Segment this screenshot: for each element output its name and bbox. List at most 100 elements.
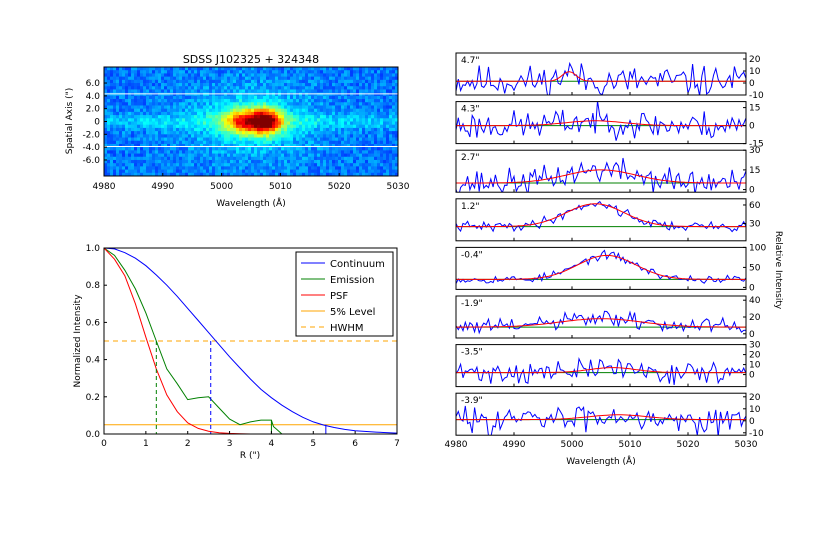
heatmap-cell bbox=[236, 159, 240, 164]
heatmap-cell bbox=[392, 150, 396, 154]
heatmap-cell bbox=[149, 92, 153, 97]
heatmap-cell bbox=[122, 121, 126, 126]
heatmap-cell bbox=[368, 108, 372, 113]
heatmap-cell bbox=[161, 147, 165, 151]
heatmap-cell bbox=[104, 172, 108, 177]
heatmap-cell bbox=[329, 131, 333, 135]
heatmap-cell bbox=[137, 127, 141, 132]
heatmap-cell bbox=[356, 92, 360, 97]
heatmap-cell bbox=[245, 76, 249, 81]
heatmap-cell bbox=[350, 121, 354, 126]
heatmap-cell bbox=[182, 95, 186, 100]
heatmap-cell bbox=[224, 150, 228, 154]
heatmap-cell bbox=[350, 140, 354, 145]
heatmap-cell bbox=[140, 147, 144, 151]
heatmap-cell bbox=[182, 127, 186, 132]
heatmap-cell bbox=[131, 169, 135, 174]
heatmap-cell bbox=[191, 134, 195, 138]
heatmap-cell bbox=[116, 121, 120, 126]
heatmap-cell bbox=[212, 105, 216, 110]
heatmap-cell bbox=[359, 163, 363, 167]
heatmap-cell bbox=[359, 121, 363, 126]
heatmap-cell bbox=[197, 79, 201, 84]
heatmap-cell bbox=[359, 73, 363, 78]
spectrum-ytick-label: 0 bbox=[749, 371, 755, 381]
heatmap-cell bbox=[233, 115, 237, 119]
heatmap-cell bbox=[263, 159, 267, 164]
heatmap-cell bbox=[272, 131, 276, 135]
heatmap-cell bbox=[191, 131, 195, 135]
heatmap-cell bbox=[170, 131, 174, 135]
heatmap-cell bbox=[311, 143, 315, 148]
heatmap-cell bbox=[335, 79, 339, 84]
heatmap-cell bbox=[230, 108, 234, 113]
heatmap-cell bbox=[146, 172, 150, 177]
heatmap-cell bbox=[359, 137, 363, 142]
heatmap-cell bbox=[191, 73, 195, 78]
heatmap-cell bbox=[272, 86, 276, 90]
heatmap-cell bbox=[299, 105, 303, 110]
heatmap-cell bbox=[344, 131, 348, 135]
heatmap-cell bbox=[125, 108, 129, 113]
heatmap-cell bbox=[296, 118, 300, 122]
heatmap-ytick-label: -2.0 bbox=[82, 130, 100, 140]
heatmap-cell bbox=[371, 172, 375, 177]
spectrum-data-line bbox=[456, 356, 746, 385]
heatmap-cell bbox=[320, 124, 324, 129]
heatmap-cell bbox=[137, 163, 141, 167]
heatmap-cell bbox=[209, 169, 213, 174]
heatmap-cell bbox=[230, 124, 234, 129]
heatmap-cell bbox=[308, 92, 312, 97]
heatmap-cell bbox=[170, 169, 174, 174]
heatmap-cell bbox=[299, 166, 303, 170]
heatmap-cell bbox=[290, 99, 294, 103]
heatmap-cell bbox=[305, 118, 309, 122]
heatmap-cell bbox=[311, 163, 315, 167]
heatmap-cell bbox=[113, 105, 117, 110]
heatmap-cell bbox=[170, 102, 174, 106]
heatmap-cell bbox=[329, 99, 333, 103]
heatmap-cell bbox=[158, 147, 162, 151]
heatmap-cell bbox=[323, 127, 327, 132]
heatmap-cell bbox=[257, 76, 261, 81]
heatmap-cell bbox=[167, 89, 171, 94]
heatmap-cell bbox=[131, 102, 135, 106]
heatmap-cell bbox=[251, 73, 255, 78]
heatmap-cell bbox=[212, 111, 216, 116]
heatmap-cell bbox=[128, 79, 132, 84]
spectrum-plot-area bbox=[456, 150, 746, 193]
heatmap-cell bbox=[161, 86, 165, 90]
heatmap-cell bbox=[383, 73, 387, 78]
heatmap-cell bbox=[182, 150, 186, 154]
heatmap-cell bbox=[149, 115, 153, 119]
heatmap-cell bbox=[329, 121, 333, 126]
heatmap-cell bbox=[362, 95, 366, 100]
heatmap-cell bbox=[137, 76, 141, 81]
heatmap-cell bbox=[131, 131, 135, 135]
heatmap-cell bbox=[218, 172, 222, 177]
heatmap-cell bbox=[323, 172, 327, 177]
heatmap-cell bbox=[308, 83, 312, 87]
heatmap-cell bbox=[113, 70, 117, 74]
heatmap-cell bbox=[290, 172, 294, 177]
heatmap-cell bbox=[326, 159, 330, 164]
heatmap-cell bbox=[383, 99, 387, 103]
heatmap-cell bbox=[386, 70, 390, 74]
heatmap-cell bbox=[242, 143, 246, 148]
heatmap-cell bbox=[215, 70, 219, 74]
heatmap-cell bbox=[134, 99, 138, 103]
heatmap-cell bbox=[275, 140, 279, 145]
heatmap-cell bbox=[260, 70, 264, 74]
heatmap-cell bbox=[329, 150, 333, 154]
heatmap-cell bbox=[308, 89, 312, 94]
heatmap-cell bbox=[239, 95, 243, 100]
heatmap-cell bbox=[218, 67, 222, 71]
heatmap-cell bbox=[302, 118, 306, 122]
heatmap-cell bbox=[134, 73, 138, 78]
gaussian-fit-line bbox=[456, 414, 746, 421]
heatmap-cell bbox=[275, 137, 279, 142]
spectrum-xtick-label: 5000 bbox=[561, 440, 584, 450]
heatmap-cell bbox=[311, 76, 315, 81]
heatmap-cell bbox=[140, 79, 144, 84]
